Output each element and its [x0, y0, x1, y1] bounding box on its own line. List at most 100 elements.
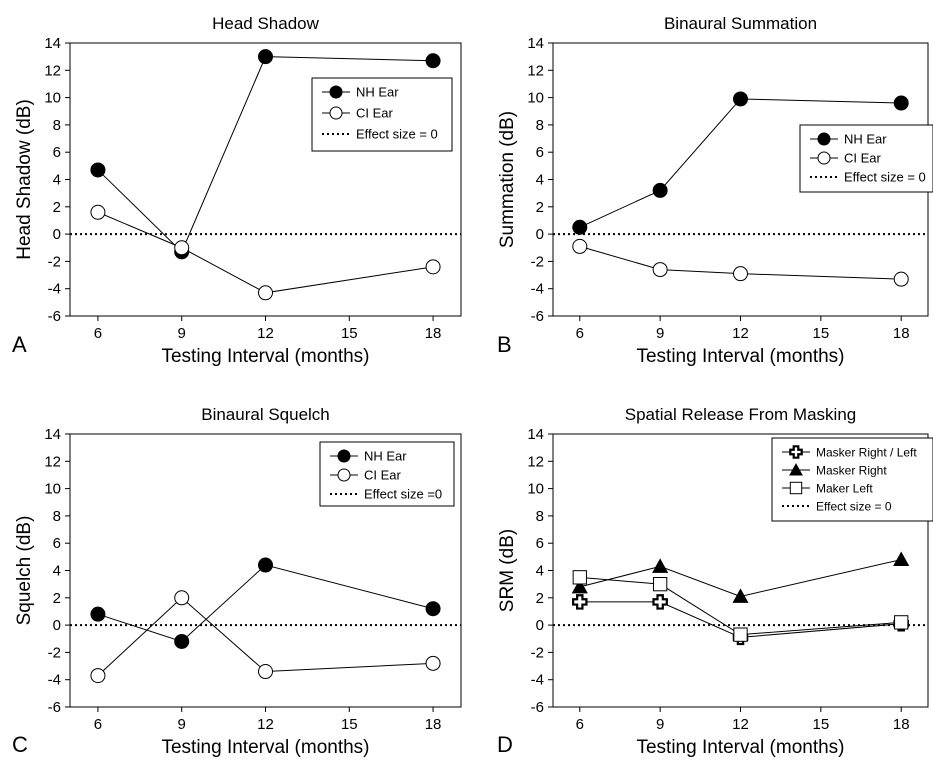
legend-marker	[329, 85, 343, 99]
x-tick-label: 6	[576, 716, 584, 733]
x-tick-label: 6	[94, 325, 102, 342]
legend-marker	[329, 106, 343, 120]
chart-title: Spatial Release From Masking	[625, 405, 856, 424]
series-line-1	[97, 597, 434, 676]
series-line-1	[579, 559, 902, 597]
data-point	[258, 285, 273, 301]
y-tick-label: 2	[53, 199, 61, 216]
legend-entry: Masker Right / Left	[816, 446, 917, 460]
data-point	[90, 204, 106, 220]
y-tick-label: 4	[53, 563, 61, 580]
x-axis-label: Testing Interval (months)	[636, 737, 844, 758]
series-line-1	[97, 211, 434, 294]
y-tick-label: 0	[536, 226, 544, 243]
series-line-0	[579, 601, 902, 638]
data-point	[425, 259, 441, 275]
panel-letter: D	[497, 732, 513, 757]
y-axis-label: Squelch (dB)	[14, 516, 35, 626]
x-tick-label: 6	[576, 325, 584, 342]
y-tick-label: 2	[53, 590, 61, 607]
x-tick-label: 12	[257, 716, 274, 733]
x-tick-label: 18	[425, 325, 442, 342]
legend-marker	[817, 151, 831, 165]
data-point	[174, 240, 190, 256]
legend-marker	[817, 132, 831, 146]
x-axis-label: Testing Interval (months)	[161, 737, 369, 758]
y-tick-label: -2	[48, 644, 61, 661]
data-point	[893, 551, 910, 567]
data-point	[652, 182, 668, 198]
y-tick-label: -4	[48, 672, 61, 689]
data-point	[893, 95, 909, 111]
y-tick-label: 4	[53, 172, 61, 189]
data-point	[90, 162, 106, 178]
y-tick-label: 14	[44, 35, 61, 52]
data-point	[425, 655, 441, 671]
data-point	[732, 588, 749, 603]
y-tick-label: -2	[531, 644, 544, 661]
data-point	[572, 219, 588, 235]
y-axis-label: Summation (dB)	[497, 111, 518, 248]
data-point	[258, 557, 273, 573]
y-tick-label: -4	[531, 672, 544, 689]
y-tick-label: 2	[536, 199, 544, 216]
data-point	[894, 615, 909, 630]
data-point	[174, 590, 190, 606]
y-tick-label: 14	[527, 426, 544, 443]
legend: Masker Right / Left Masker Right Maker Lef…	[771, 437, 933, 522]
data-point	[733, 266, 748, 282]
data-point	[425, 601, 441, 617]
x-tick-label: 6	[94, 716, 102, 733]
y-tick-label: 2	[536, 590, 544, 607]
data-point	[572, 238, 588, 254]
chart-panel-a: Head Shadow -6 -4 -2 0 2 4 6 8 10 12 14 6 9 12 15 18 Test…	[12, 14, 462, 367]
x-tick-label: 12	[732, 716, 749, 733]
data-point	[571, 578, 588, 594]
chart-title: Binaural Summation	[664, 14, 817, 33]
legend-entry: Effect size = 0	[816, 500, 892, 514]
data-point	[174, 633, 190, 649]
data-point	[258, 49, 273, 65]
x-tick-label: 15	[341, 325, 358, 342]
data-point	[572, 594, 588, 610]
y-tick-label: 0	[536, 617, 544, 634]
legend-marker	[789, 481, 803, 495]
y-tick-label: 8	[536, 117, 544, 134]
y-tick-label: 12	[527, 453, 544, 470]
data-point	[652, 558, 669, 573]
y-tick-label: -6	[48, 308, 61, 325]
legend: NH Ear CI Ear Effect size = 0	[311, 77, 453, 152]
y-tick-label: -4	[48, 281, 61, 298]
legend-marker	[789, 445, 803, 459]
data-point	[893, 271, 909, 287]
data-point	[652, 577, 668, 592]
data-point	[652, 594, 668, 610]
data-point	[258, 664, 273, 680]
series-line-2	[579, 576, 902, 636]
data-point	[733, 627, 748, 642]
legend-entry: CI Ear	[364, 468, 402, 483]
x-tick-label: 18	[893, 325, 910, 342]
x-tick-label: 9	[656, 716, 664, 733]
legend-entry: Maker Left	[816, 482, 873, 496]
legend: NH Ear CI Ear Effect size =0	[319, 441, 455, 507]
y-tick-label: -2	[48, 253, 61, 270]
legend-entry: CI Ear	[356, 106, 394, 121]
legend-entry: Effect size = 0	[844, 170, 926, 185]
y-tick-label: -4	[531, 281, 544, 298]
legend-entry: Effect size =0	[364, 487, 442, 502]
x-tick-label: 9	[656, 325, 664, 342]
y-tick-label: 4	[536, 563, 544, 580]
y-tick-label: -6	[48, 699, 61, 716]
y-tick-label: 8	[53, 117, 61, 134]
y-tick-label: 0	[53, 617, 61, 634]
legend-marker	[789, 463, 803, 476]
legend-entry: CI Ear	[844, 151, 882, 166]
x-tick-label: 9	[178, 325, 186, 342]
x-tick-label: 18	[893, 716, 910, 733]
y-tick-label: 10	[44, 481, 61, 498]
y-tick-label: 10	[527, 90, 544, 107]
x-axis-label: Testing Interval (months)	[161, 346, 369, 367]
panel-letter: A	[12, 332, 27, 357]
legend-entry: NH Ear	[364, 449, 407, 464]
